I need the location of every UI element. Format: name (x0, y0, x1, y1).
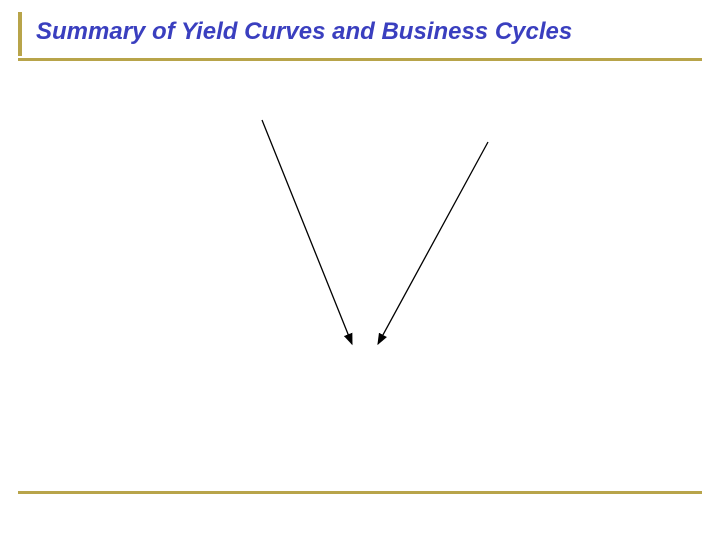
arrow-2 (378, 142, 488, 344)
arrows-diagram (0, 100, 720, 460)
arrow-1 (262, 120, 352, 344)
title-block: Summary of Yield Curves and Business Cyc… (18, 12, 702, 56)
bottom-rule (18, 491, 702, 494)
title-underline (18, 58, 702, 61)
page-title: Summary of Yield Curves and Business Cyc… (36, 18, 702, 46)
